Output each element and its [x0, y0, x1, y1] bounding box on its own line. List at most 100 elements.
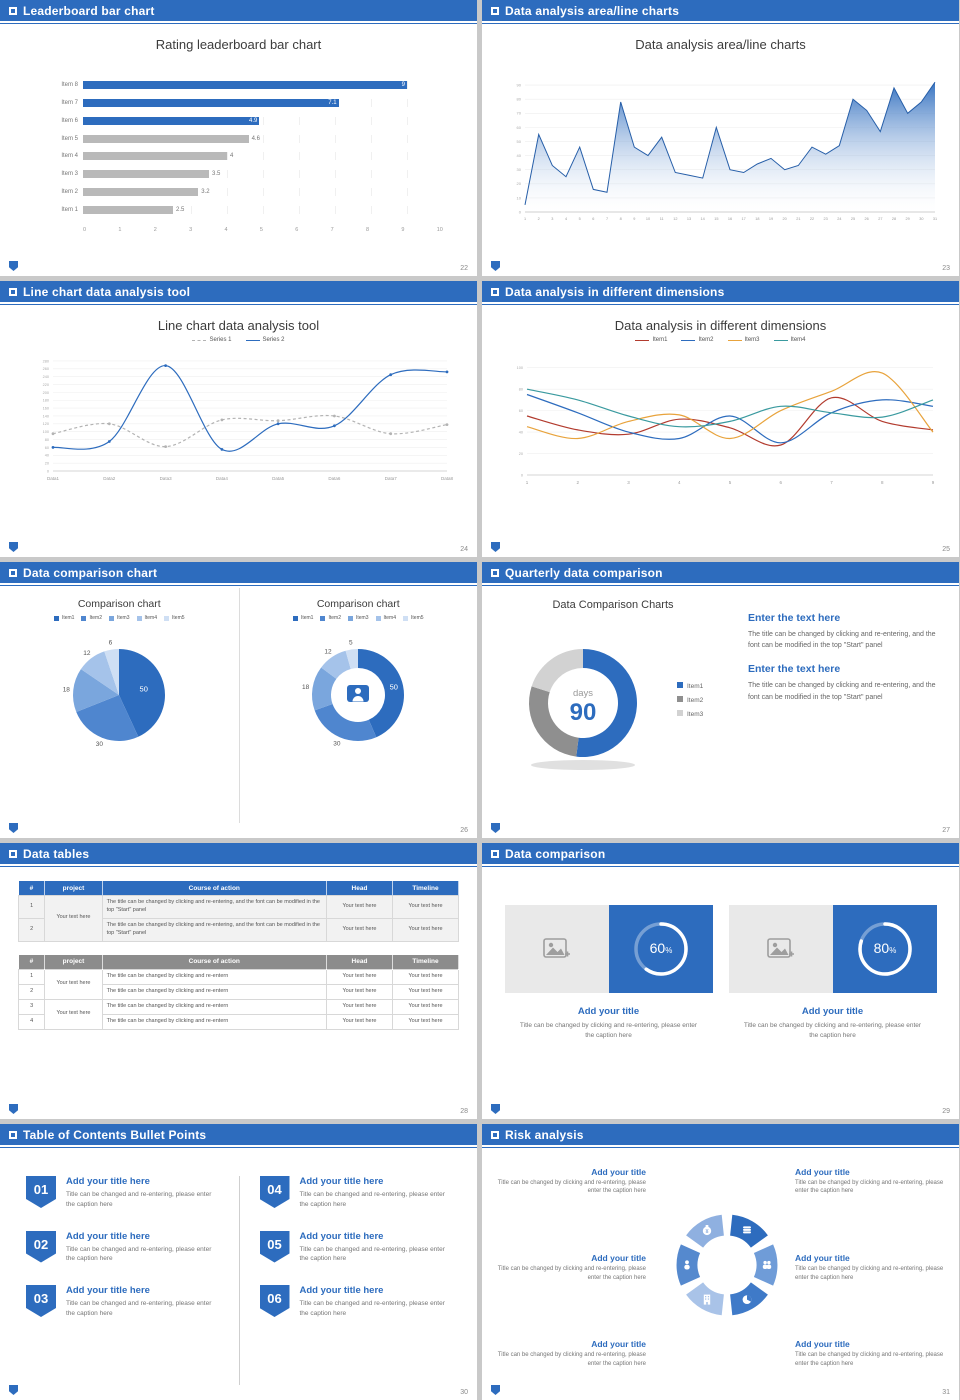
svg-text:80: 80	[44, 438, 48, 442]
slide-header-title: Quarterly data comparison	[505, 565, 663, 580]
header-rule	[482, 1147, 959, 1148]
slide-header: Line chart data analysis tool	[0, 281, 477, 302]
bar-row: Item 6 4.9	[50, 112, 443, 130]
toc-number-badge: 06	[259, 1285, 290, 1317]
comparison-card: 60% Add your title Title can be changed …	[504, 905, 713, 1041]
shield-logo-icon	[9, 1385, 18, 1395]
bar-value: 4.6	[251, 135, 260, 142]
svg-text:50: 50	[516, 139, 521, 144]
square-bullet-icon	[491, 6, 499, 15]
bar-row: Item 4 4	[50, 148, 443, 166]
table-cell: The title can be changed by clicking and…	[101, 983, 327, 1000]
slide-content: Data Comparison Charts days 90 Item1 Item2 I…	[482, 588, 959, 823]
svg-text:260: 260	[42, 367, 48, 371]
slide-content: # project Course of action Head Timeline 1 You…	[0, 869, 477, 1104]
svg-text:6: 6	[109, 640, 113, 647]
svg-text:30: 30	[919, 217, 923, 221]
table-header-cell: Timeline	[392, 881, 460, 896]
table-header-cell: Head	[326, 881, 393, 896]
image-placeholder	[728, 905, 833, 993]
risk-block-caption: Title can be changed by clicking and re-…	[497, 1352, 646, 1367]
slide-header-title: Line chart data analysis tool	[23, 284, 191, 299]
svg-text:20: 20	[516, 181, 521, 186]
toc-item-title: Add your title here	[66, 1285, 150, 1296]
risk-block-title: Add your title	[795, 1252, 850, 1263]
shield-logo-icon	[491, 261, 500, 271]
svg-text:Data4: Data4	[215, 476, 228, 481]
slide-quarterly-data-comparison[interactable]: Quarterly data comparison Data Compariso…	[482, 562, 959, 838]
slide-leaderboard-bar-chart[interactable]: Leaderboard bar chart Rating leaderboard…	[0, 0, 477, 276]
slide-data-tables[interactable]: Data tables # project Course of action Head…	[0, 843, 477, 1119]
slide-data-comparison-pies[interactable]: Data comparison chart Comparison chart I…	[0, 562, 477, 838]
bar-label: Item 2	[61, 189, 78, 196]
svg-text:Item3: Item3	[687, 711, 704, 718]
slide-header: Data analysis area/line charts	[482, 0, 959, 21]
table-cell: Your text here	[44, 968, 103, 1000]
slide-header: Quarterly data comparison	[482, 562, 959, 583]
square-bullet-icon	[9, 287, 17, 296]
data-table-gray: # project Course of action Head Timeline 1 You…	[17, 954, 460, 1030]
table-cell: The title can be changed by clicking and…	[101, 968, 327, 985]
page-number: 27	[942, 827, 950, 834]
pie-panel-left: Comparison chart Item1 Item2 Item3 Item4 Ite…	[0, 588, 239, 823]
slide-header-title: Leaderboard bar chart	[23, 3, 155, 18]
svg-text:24: 24	[837, 217, 841, 221]
svg-text:40: 40	[518, 430, 522, 434]
table-header-cell: Head	[326, 954, 393, 970]
person-monitor-icon	[347, 685, 370, 702]
card-title: Add your title	[801, 1006, 864, 1017]
chart-legend: Item1 Item2 Item3 Item4 Item5	[0, 615, 239, 621]
svg-text:8: 8	[880, 480, 883, 485]
page-number: 28	[460, 1108, 468, 1115]
block-title: Enter the text here	[748, 663, 841, 676]
risk-block-caption: Title can be changed by clicking and re-…	[795, 1352, 944, 1367]
svg-text:120: 120	[42, 422, 48, 426]
risk-text-block: Add your title Title can be changed by cl…	[795, 1167, 951, 1196]
table-cell: 4	[17, 1013, 46, 1030]
slide-multi-dimension-lines[interactable]: Data analysis in different dimensions Da…	[482, 281, 959, 557]
legend-item: Item1	[53, 615, 74, 621]
shield-logo-icon	[491, 823, 500, 833]
page-number: 23	[942, 265, 950, 272]
bar-value: 3.5	[212, 171, 221, 178]
svg-text:60: 60	[516, 125, 521, 130]
square-bullet-icon	[491, 1130, 499, 1139]
svg-text:40: 40	[516, 153, 521, 158]
svg-text:90: 90	[570, 699, 597, 726]
square-bullet-icon	[491, 568, 499, 577]
svg-text:7: 7	[605, 217, 607, 221]
slide-risk-analysis[interactable]: Risk analysis Add your title Title can be…	[482, 1124, 959, 1400]
table-cell: Your text here	[325, 998, 393, 1015]
svg-text:20: 20	[44, 462, 48, 466]
slide-header-title: Data comparison chart	[23, 565, 158, 580]
shield-logo-icon	[9, 542, 18, 552]
square-bullet-icon	[491, 849, 499, 858]
table-cell: Your text here	[391, 968, 460, 985]
risk-text-column-left: Add your title Title can be changed by cl…	[490, 1167, 646, 1369]
svg-text:1: 1	[523, 217, 525, 221]
slide-table-of-contents[interactable]: Table of Contents Bullet Points 01 Add yo…	[0, 1124, 477, 1400]
legend-item: Series 2	[245, 337, 285, 343]
square-bullet-icon	[491, 287, 499, 296]
slide-line-chart-tool[interactable]: Line chart data analysis tool Line chart…	[0, 281, 477, 557]
bar-row: Item 2 3.2	[50, 183, 443, 201]
svg-text:6: 6	[779, 480, 782, 485]
svg-text:9: 9	[931, 480, 934, 485]
legend-item: Item2	[81, 615, 102, 621]
x-axis-ticks: 0 1 2 3 4 5 6 7 8 9 10	[83, 227, 443, 233]
svg-text:27: 27	[878, 217, 882, 221]
slide-area-line-charts[interactable]: Data analysis area/line charts Data anal…	[482, 0, 959, 276]
slide-data-comparison-cards[interactable]: Data comparison	[482, 843, 959, 1119]
table-cell: 1	[17, 968, 46, 985]
svg-text:100: 100	[42, 430, 48, 434]
toc-item-title: Add your title here	[299, 1230, 384, 1242]
slide-content: Line chart data analysis tool Series 1 Se…	[0, 307, 477, 542]
svg-text:9: 9	[633, 217, 635, 221]
page-number: 30	[460, 1389, 468, 1396]
table-header-cell: #	[18, 881, 46, 896]
person-icon	[684, 1259, 690, 1269]
chart-legend: Item1 Item2 Item3 Item4	[482, 337, 959, 343]
table-cell: 2	[17, 983, 46, 1000]
